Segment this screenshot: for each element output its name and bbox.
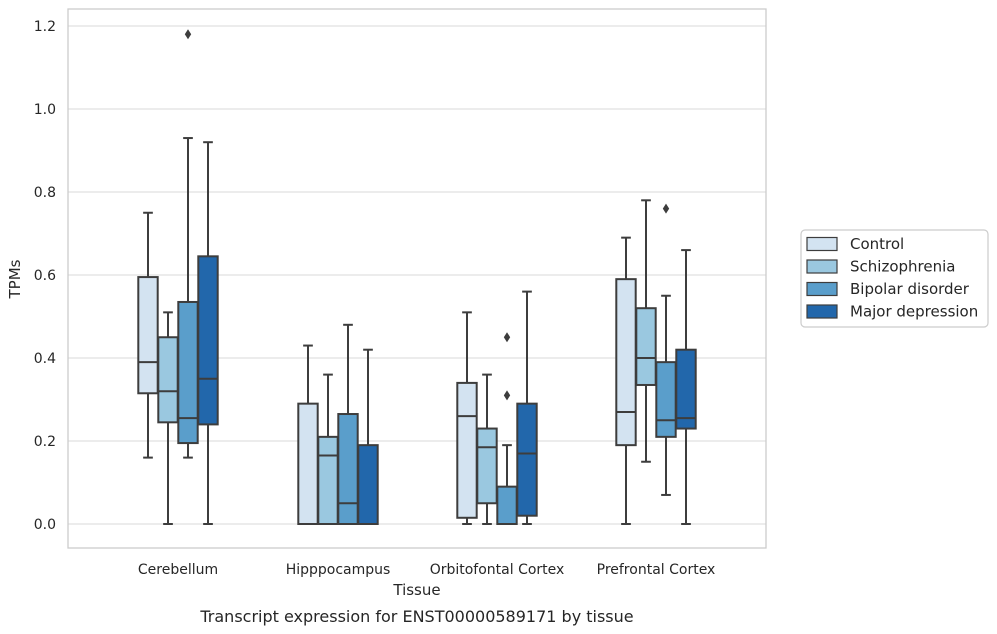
- y-tick-label: 0.8: [34, 185, 56, 201]
- x-tick-label: Cerebellum: [138, 562, 218, 578]
- box-body: [357, 444, 379, 525]
- box-bipolar-disorder: [655, 203, 677, 496]
- y-tick-label: 0.0: [34, 517, 56, 533]
- box-series: [137, 29, 697, 526]
- box-body: [615, 278, 637, 447]
- box-control: [456, 311, 478, 525]
- box-body: [635, 307, 657, 386]
- box-control: [297, 344, 319, 525]
- box-body: [675, 348, 697, 430]
- box-body: [177, 300, 199, 445]
- box-major-depression: [357, 348, 379, 525]
- outlier-point: [184, 29, 192, 40]
- y-tick-label: 0.6: [34, 268, 56, 284]
- outlier-point: [662, 203, 670, 214]
- box-body: [317, 435, 339, 526]
- y-tick-label: 1.2: [34, 19, 56, 35]
- legend-label: Control: [850, 235, 904, 253]
- box-major-depression: [197, 141, 219, 525]
- box-major-depression: [675, 249, 697, 525]
- box-body: [197, 255, 219, 426]
- box-schizophrenia: [635, 199, 657, 463]
- box-bipolar-disorder: [496, 332, 518, 525]
- outlier-point: [503, 390, 511, 401]
- box-body: [496, 485, 518, 525]
- box-body: [456, 381, 478, 519]
- box-body: [476, 427, 498, 505]
- box-control: [137, 211, 159, 459]
- x-tick-label: Orbitofontal Cortex: [430, 562, 565, 578]
- y-tick-label: 0.4: [34, 351, 56, 367]
- y-tick-label: 1.0: [34, 102, 56, 118]
- box-body: [337, 413, 359, 525]
- box-schizophrenia: [476, 373, 498, 525]
- y-tick-label: 0.2: [34, 434, 56, 450]
- figure-caption: Transcript expression for ENST0000058917…: [199, 607, 633, 626]
- box-bipolar-disorder: [337, 323, 359, 525]
- box-body: [157, 336, 179, 424]
- outlier-point: [503, 332, 511, 343]
- y-axis-label: TPMs: [6, 259, 24, 299]
- legend-label: Schizophrenia: [850, 258, 955, 276]
- y-tick-labels: 0.0 0.2 0.4 0.6 0.8 1.0 1.2: [34, 19, 56, 533]
- box-bipolar-disorder: [177, 29, 199, 459]
- box-schizophrenia: [157, 311, 179, 525]
- box-major-depression: [516, 290, 538, 525]
- legend-label: Major depression: [850, 303, 978, 321]
- plot-frame: [67, 8, 767, 549]
- box-body: [655, 361, 677, 438]
- grid: [68, 25, 766, 525]
- x-tick-labels: Cerebellum Hipppocampus Orbitofontal Corte…: [138, 562, 715, 578]
- box-body: [516, 402, 538, 517]
- legend-swatch: [806, 259, 838, 274]
- legend-label: Bipolar disorder: [850, 280, 970, 298]
- legend-swatch: [806, 304, 838, 319]
- box-control: [615, 236, 637, 525]
- box-body: [137, 276, 159, 395]
- box-schizophrenia: [317, 373, 339, 526]
- legend-swatch: [806, 236, 838, 252]
- box-body: [297, 402, 319, 525]
- legend-swatch: [806, 281, 838, 297]
- x-tick-label: Prefrontal Cortex: [597, 562, 716, 578]
- x-tick-label: Hipppocampus: [286, 562, 391, 578]
- legend-frame: [800, 229, 989, 328]
- legend: Control Schizophrenia Bipolar disorder Majo…: [800, 229, 989, 328]
- x-axis-label: Tissue: [392, 581, 440, 599]
